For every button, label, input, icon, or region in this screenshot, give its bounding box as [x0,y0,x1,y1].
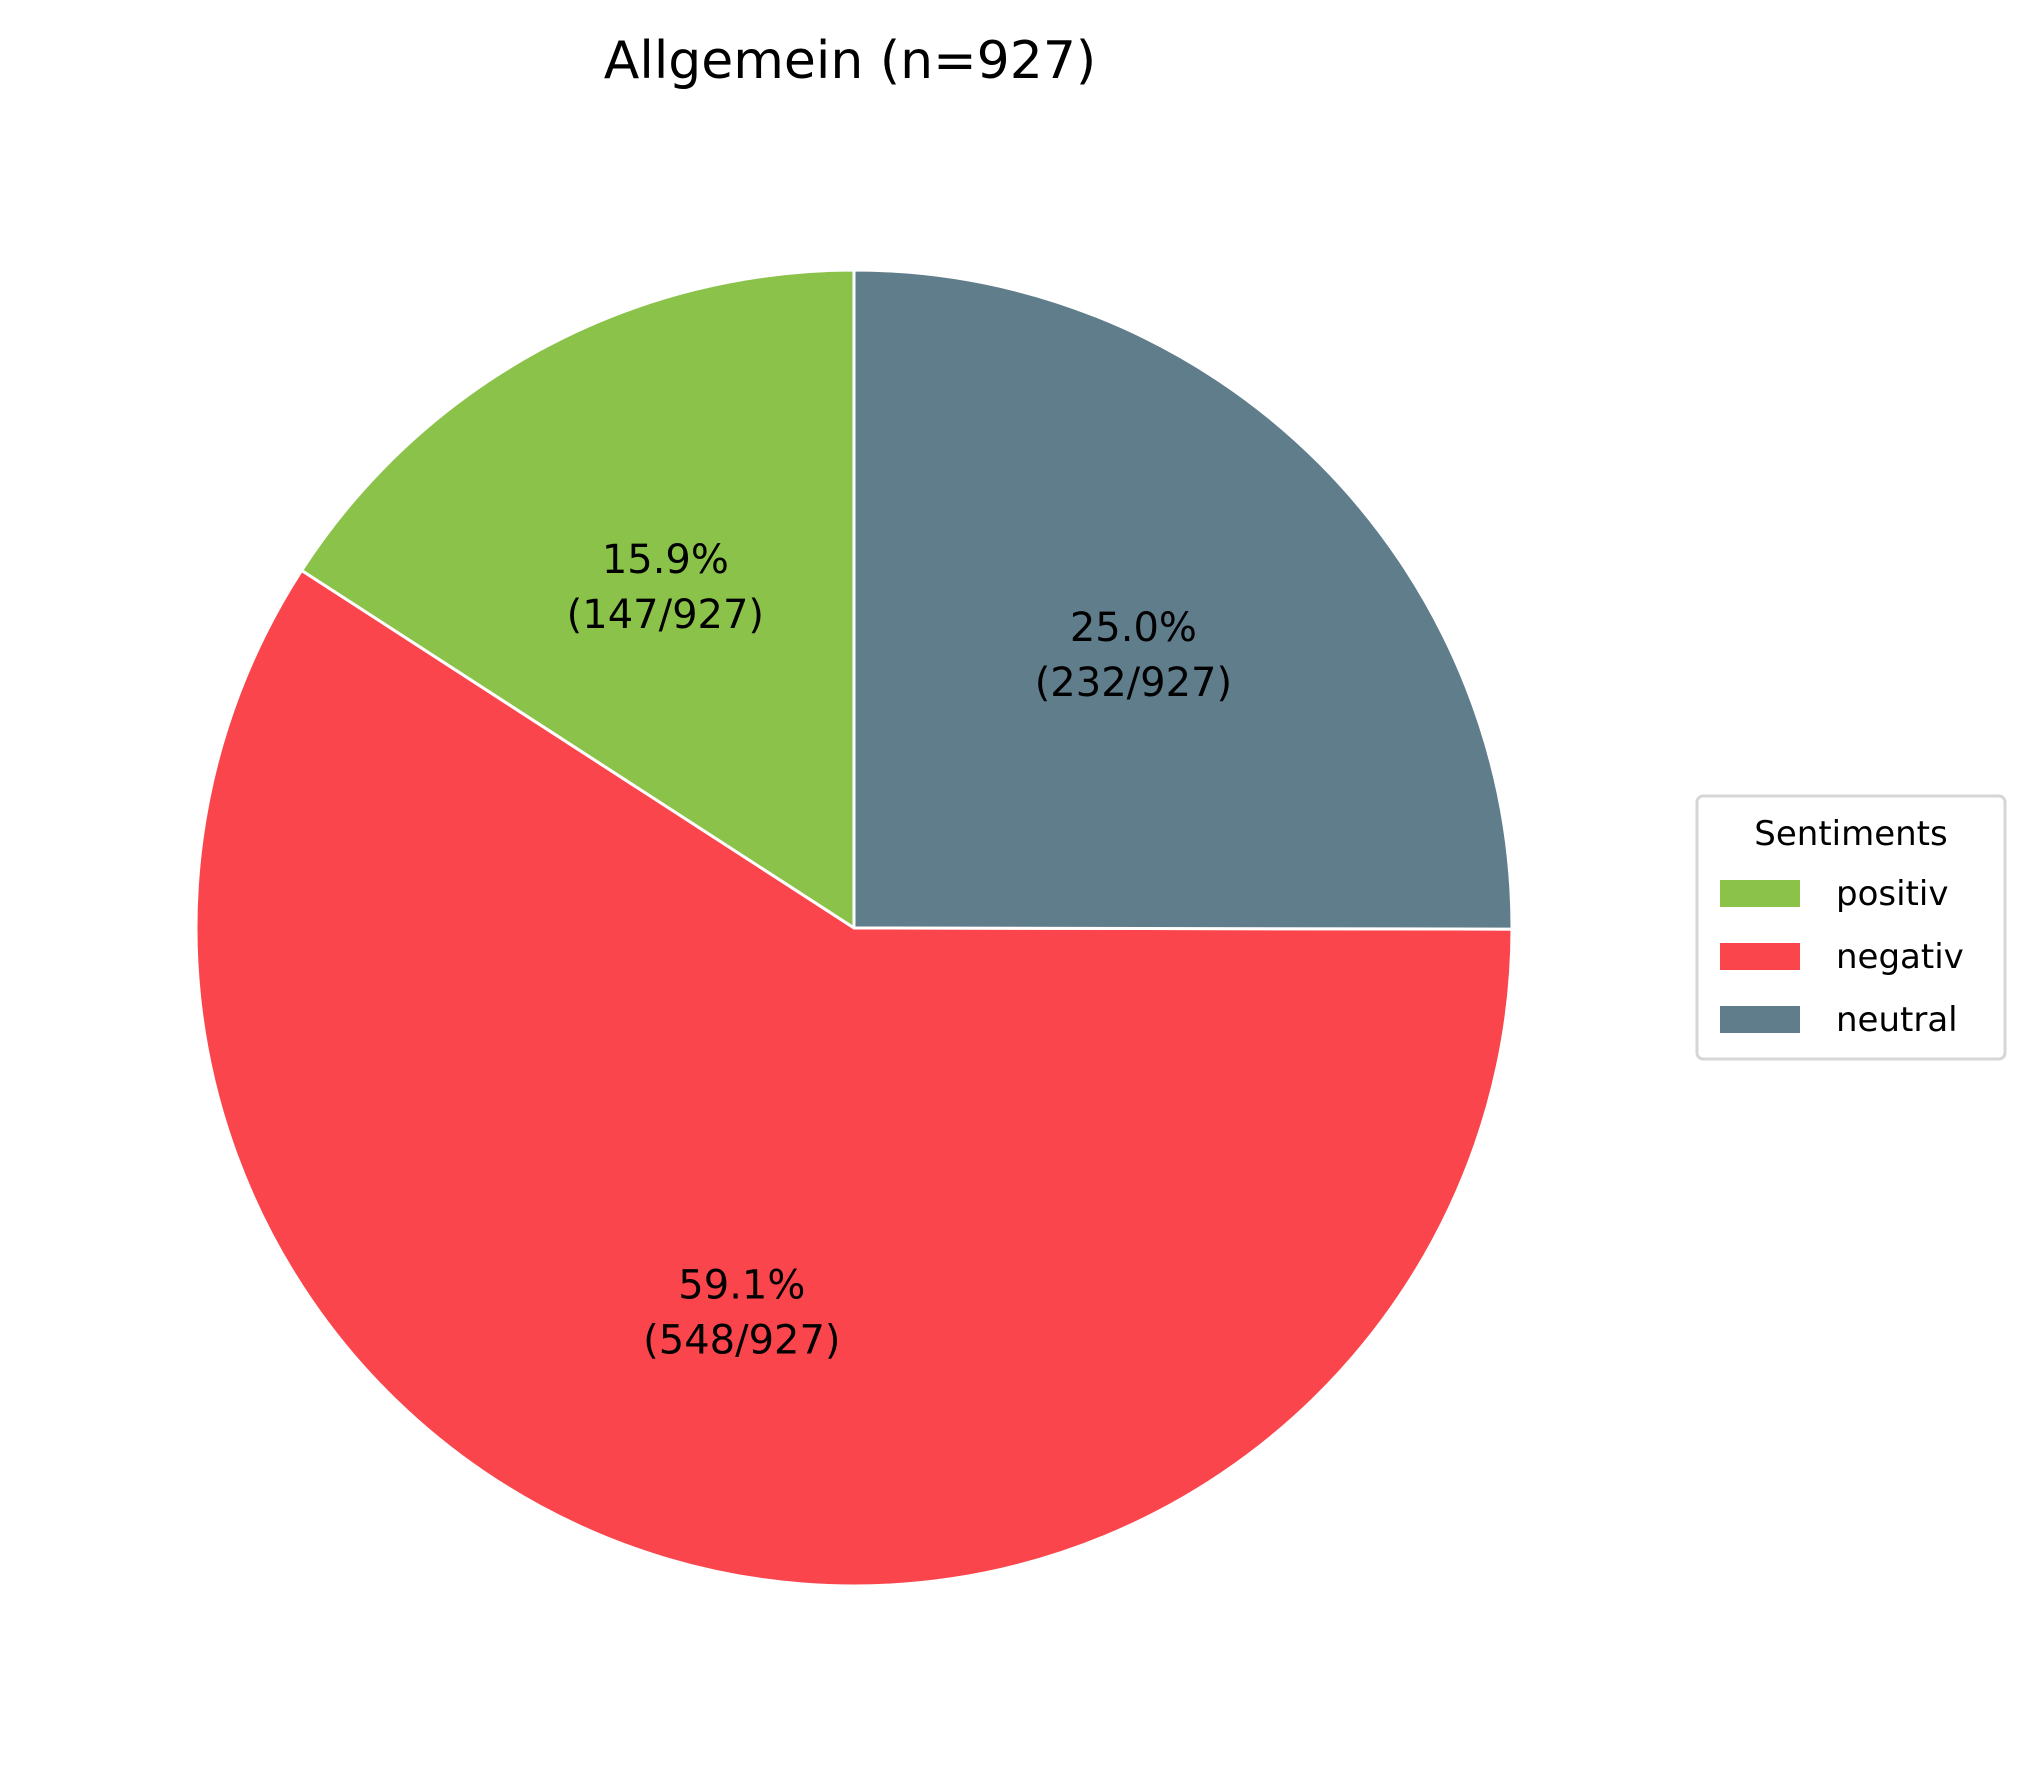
slice-label-percent-negativ: 59.1% [678,1263,805,1309]
slice-label-count-neutral: (232/927) [1035,660,1232,706]
pie-slice-labels: 15.9% (147/927) 59.1% (548/927) 25.0% (232/92… [567,537,1232,1363]
pie-slice-negativ [194,568,1514,1588]
slice-label-percent-positiv: 15.9% [602,537,729,583]
pie-slices [194,268,1514,1588]
legend-label-negativ: negativ [1836,937,1964,977]
legend-label-positiv: positiv [1836,874,1948,914]
chart-title: Allgemein (n=927) [604,31,1096,91]
pie-slice-neutral [852,268,1514,931]
slice-label-percent-neutral: 25.0% [1070,605,1197,651]
legend-swatch-negativ [1720,943,1800,970]
slice-label-count-positiv: (147/927) [567,592,764,638]
pie-slice-positiv [300,268,856,930]
legend-label-neutral: neutral [1836,1000,1958,1040]
legend: Sentiments positiv negativ neutral [1695,794,2007,1061]
legend-swatch-positiv [1720,880,1800,907]
legend-frame [1695,794,2007,1061]
legend-items: positiv negativ neutral [1720,874,1964,1040]
legend-title: Sentiments [1754,814,1947,854]
slice-label-count-negativ: (548/927) [643,1318,840,1364]
legend-swatch-neutral [1720,1006,1800,1033]
